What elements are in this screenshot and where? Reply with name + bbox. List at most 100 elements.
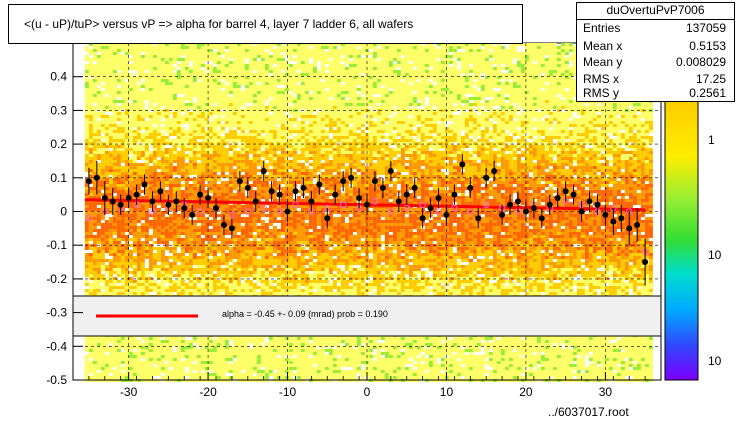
- profile-point: [419, 215, 426, 222]
- profile-point: [213, 205, 220, 212]
- stat-value-mean-y: 0.008029: [675, 55, 726, 69]
- stat-label-rms-y: RMS y: [583, 86, 619, 100]
- x-tick-label: -10: [279, 385, 297, 399]
- profile-point: [308, 198, 315, 205]
- profile-point: [634, 221, 641, 228]
- profile-point: [149, 198, 156, 205]
- stat-value-rms-y: 0.2561: [689, 86, 726, 100]
- profile-point: [181, 205, 188, 212]
- profile-points-layer: [85, 154, 649, 286]
- y-tick-label: 0.2: [50, 137, 67, 151]
- x-tick-label: -30: [120, 385, 138, 399]
- profile-point: [157, 188, 164, 195]
- profile-point: [85, 178, 92, 185]
- profile-point: [499, 211, 506, 218]
- x-tick-label: 10: [440, 385, 454, 399]
- y-tick-label: -0.2: [46, 272, 67, 286]
- stat-value-entries: 137059: [685, 21, 726, 35]
- profile-point: [268, 188, 275, 195]
- stat-value-mean-x: 0.5153: [689, 39, 726, 53]
- profile-point: [220, 221, 227, 228]
- profile-point: [459, 161, 466, 168]
- fit-result-label: alpha = -0.45 +- 0.09 (mrad) prob = 0.19…: [222, 309, 388, 319]
- stat-label-rms-x: RMS x: [583, 72, 619, 86]
- profile-point: [93, 174, 100, 181]
- profile-point: [578, 208, 585, 215]
- y-tick-label: 0.4: [50, 70, 67, 84]
- profile-point: [260, 168, 267, 175]
- stat-label-mean-x: Mean x: [583, 39, 623, 53]
- y-tick-label: 0.1: [50, 171, 67, 185]
- profile-point: [244, 184, 251, 191]
- profile-point: [125, 195, 132, 202]
- profile-point: [387, 168, 394, 175]
- secondary-point: [371, 198, 379, 205]
- profile-point: [395, 198, 402, 205]
- profile-point: [133, 191, 140, 198]
- color-scale-labels: 1 10 10: [708, 133, 722, 368]
- y-tick-label: -0.5: [46, 373, 67, 387]
- secondary-point: [228, 211, 236, 219]
- profile-point: [197, 191, 204, 198]
- profile-point: [236, 178, 243, 185]
- profile-point: [626, 225, 633, 232]
- stat-value-rms-x: 17.25: [695, 72, 726, 86]
- x-tick-label: 30: [599, 385, 613, 399]
- profile-point: [427, 205, 434, 212]
- profile-point: [403, 191, 410, 198]
- profile-point: [292, 188, 299, 195]
- secondary-point: [196, 208, 204, 215]
- secondary-point: [451, 204, 458, 212]
- footer-filename: ../6037017.root: [548, 405, 629, 419]
- axes: -30 -20 -10 0 10 20 30 -0.5 -0.4 -0.3 -0.2 -0.1 0 0.1…: [46, 43, 662, 399]
- profile-point: [316, 181, 323, 188]
- secondary-point: [244, 208, 252, 215]
- profile-point: [173, 198, 180, 205]
- profile-point: [284, 208, 291, 215]
- profile-point: [514, 198, 521, 205]
- profile-point: [435, 195, 442, 202]
- profile-point: [522, 208, 529, 215]
- profile-point: [562, 188, 569, 195]
- y-tick-label: -0.4: [46, 339, 67, 353]
- profile-point: [276, 191, 283, 198]
- profile-point: [371, 178, 378, 185]
- profile-point: [610, 218, 617, 225]
- x-tick-label: 20: [519, 385, 533, 399]
- profile-point: [101, 195, 108, 202]
- z-axis-label: 10: [708, 354, 722, 368]
- profile-point: [507, 201, 514, 208]
- stat-label-entries: Entries: [583, 21, 621, 35]
- profile-point: [538, 215, 545, 222]
- profile-point: [411, 184, 418, 191]
- x-tick-label: -20: [199, 385, 217, 399]
- x-tick-label: 0: [364, 385, 371, 399]
- profile-point: [546, 201, 553, 208]
- secondary-point: [276, 208, 283, 215]
- profile-point: [252, 198, 259, 205]
- secondary-point: [85, 214, 93, 222]
- profile-point: [340, 178, 347, 185]
- profile-point: [570, 191, 577, 198]
- profile-point: [594, 201, 601, 208]
- profile-point: [228, 225, 235, 232]
- profile-point: [109, 198, 116, 205]
- profile-point: [332, 191, 339, 198]
- profile-point: [530, 205, 537, 212]
- secondary-point: [466, 208, 474, 215]
- profile-point: [356, 195, 363, 202]
- profile-point: [618, 215, 625, 222]
- profile-point: [324, 215, 331, 222]
- profile-point: [443, 211, 450, 218]
- secondary-point: [339, 201, 347, 209]
- secondary-point: [435, 208, 442, 215]
- y-tick-label: -0.3: [46, 306, 67, 320]
- profile-point: [348, 174, 355, 181]
- profile-point: [364, 201, 370, 208]
- stats-name: duOvertuPvP7006: [577, 3, 734, 20]
- profile-point: [586, 198, 593, 205]
- secondary-point: [419, 201, 426, 209]
- y-tick-label: 0: [60, 205, 67, 219]
- chart-title: <(u - uP)/tuP> versus vP => alpha for ba…: [24, 17, 414, 31]
- secondary-point: [482, 201, 490, 209]
